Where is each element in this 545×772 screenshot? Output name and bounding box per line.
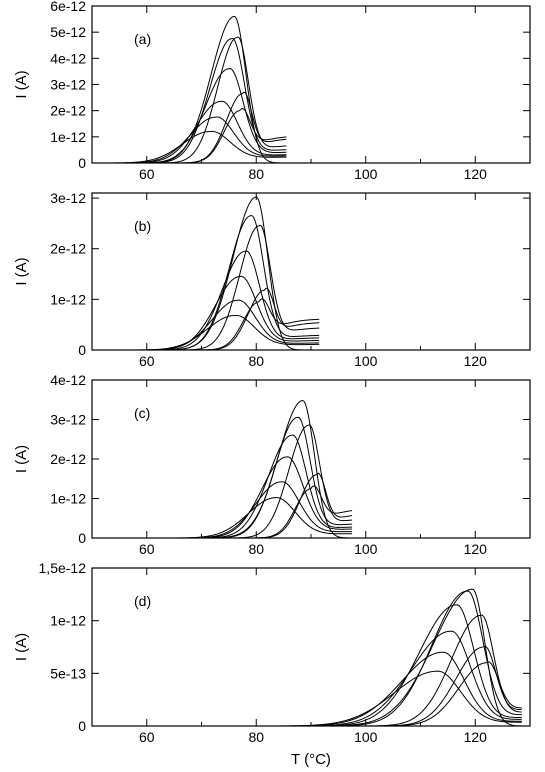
series-line [92,275,320,351]
x-tick-label: 100 [354,729,378,745]
x-tick-label: 120 [464,729,488,745]
series-line [92,604,522,727]
series-line [92,497,353,539]
panel-label: (d) [134,593,151,609]
y-tick-label: 5e-12 [50,24,86,40]
y-tick-label: 0 [78,530,86,546]
panel-3: 60 80 100 120 0 1e-12 2e-12 3e-12 4e-12 I (A) (c) [13,372,531,557]
y-tick-label: 3e-12 [50,190,86,206]
y-tick-label: 2e-12 [50,451,86,467]
plot-frame [91,192,531,351]
envelope-curve [92,588,522,727]
y-tick-label: 6e-12 [50,0,86,14]
x-tick-label: 100 [354,541,378,557]
y-tick-label: 3e-12 [50,412,86,428]
x-tick-label: 60 [139,729,155,745]
x-tick-label: 120 [464,541,488,557]
x-tick-label: 60 [139,166,155,182]
y-axis-title: I (A) [13,257,30,285]
y-tick-label: 2e-12 [50,103,86,119]
plot-frame [91,379,531,539]
x-tick-label: 80 [248,541,264,557]
series-line [92,661,522,727]
panel-label: (a) [134,31,151,47]
y-tick-label: 1e-12 [50,129,86,145]
panel-1: 60 80 100 120 0 1e-12 2e-12 3e-12 4e-12 5e-12 6e-1… [13,0,531,182]
y-tick-label: 1e-12 [50,613,86,629]
y-tick-label: 0 [78,155,86,171]
y-tick-label: 1e-12 [50,491,86,507]
series-line [92,68,287,164]
x-tick-label: 80 [248,353,264,369]
panel-label: (c) [134,405,150,421]
series-line [92,670,522,727]
series-line [92,37,287,164]
y-tick-label: 3e-12 [50,77,86,93]
x-tick-label: 120 [464,166,488,182]
y-tick-label: 1e-12 [50,291,86,307]
y-axis-title: I (A) [13,633,30,661]
y-axis-title: I (A) [13,70,30,98]
x-tick-label: 60 [139,353,155,369]
series-line [92,614,522,727]
envelope-curve [92,196,320,351]
series-line [92,416,353,539]
x-tick-label: 100 [354,166,378,182]
series-line [92,314,320,351]
y-tick-label: 0 [78,342,86,358]
panel-4: 60 80 100 120 0 5e-13 1e-12 1,5e-12 I (A) (d) [13,560,531,745]
y-tick-label: 1,5e-12 [39,560,87,576]
y-axis-title: I (A) [13,445,30,473]
y-tick-label: 2e-12 [50,241,86,257]
x-tick-label: 60 [139,541,155,557]
plot-frame [91,5,531,164]
envelope-curve [92,15,287,164]
panel-2: 60 80 100 120 0 1e-12 2e-12 3e-12 I (A) (b) [13,190,531,369]
series-line [92,224,320,351]
x-tick-label: 80 [248,729,264,745]
y-tick-label: 4e-12 [50,372,86,388]
x-tick-label: 100 [354,353,378,369]
panel-label: (b) [134,218,151,234]
y-tick-label: 5e-13 [50,665,86,681]
y-tick-label: 4e-12 [50,50,86,66]
series-line [92,485,353,539]
x-tick-label: 80 [248,166,264,182]
x-tick-label: 120 [464,353,488,369]
x-axis-title: T (°C) [291,751,331,768]
series-line [92,590,522,727]
series-line [92,651,522,727]
envelope-curve [92,400,353,539]
y-tick-label: 0 [78,718,86,734]
